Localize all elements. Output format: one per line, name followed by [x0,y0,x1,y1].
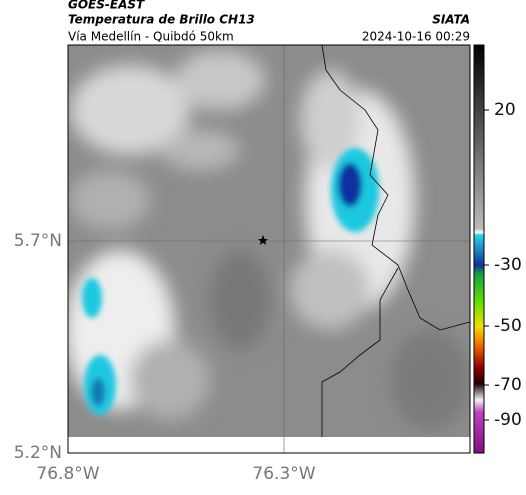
lon-label: 76.8°W [36,464,99,484]
timestamp: 2024-10-16 00:29 [362,30,470,44]
region: Vía Medellín - Quibdó 50km [68,30,234,44]
satellite: GOES-EAST [68,0,145,12]
lat-label: 5.2°N [14,443,62,463]
product: Temperatura de Brillo CH13 [68,13,255,27]
colorbar-tick-label: -50 [494,316,522,336]
colorbar-tick-label: 20 [494,100,516,120]
source: SIATA [432,13,470,27]
lat-label: 5.7°N [14,231,62,251]
satellite-image [67,44,471,454]
colorbar-tick-label: -90 [494,410,522,430]
colorbar-tick-label: -30 [494,255,522,275]
lon-label: 76.3°W [252,464,315,484]
colorbar [473,44,485,454]
colorbar-tick-label: -70 [494,375,522,395]
